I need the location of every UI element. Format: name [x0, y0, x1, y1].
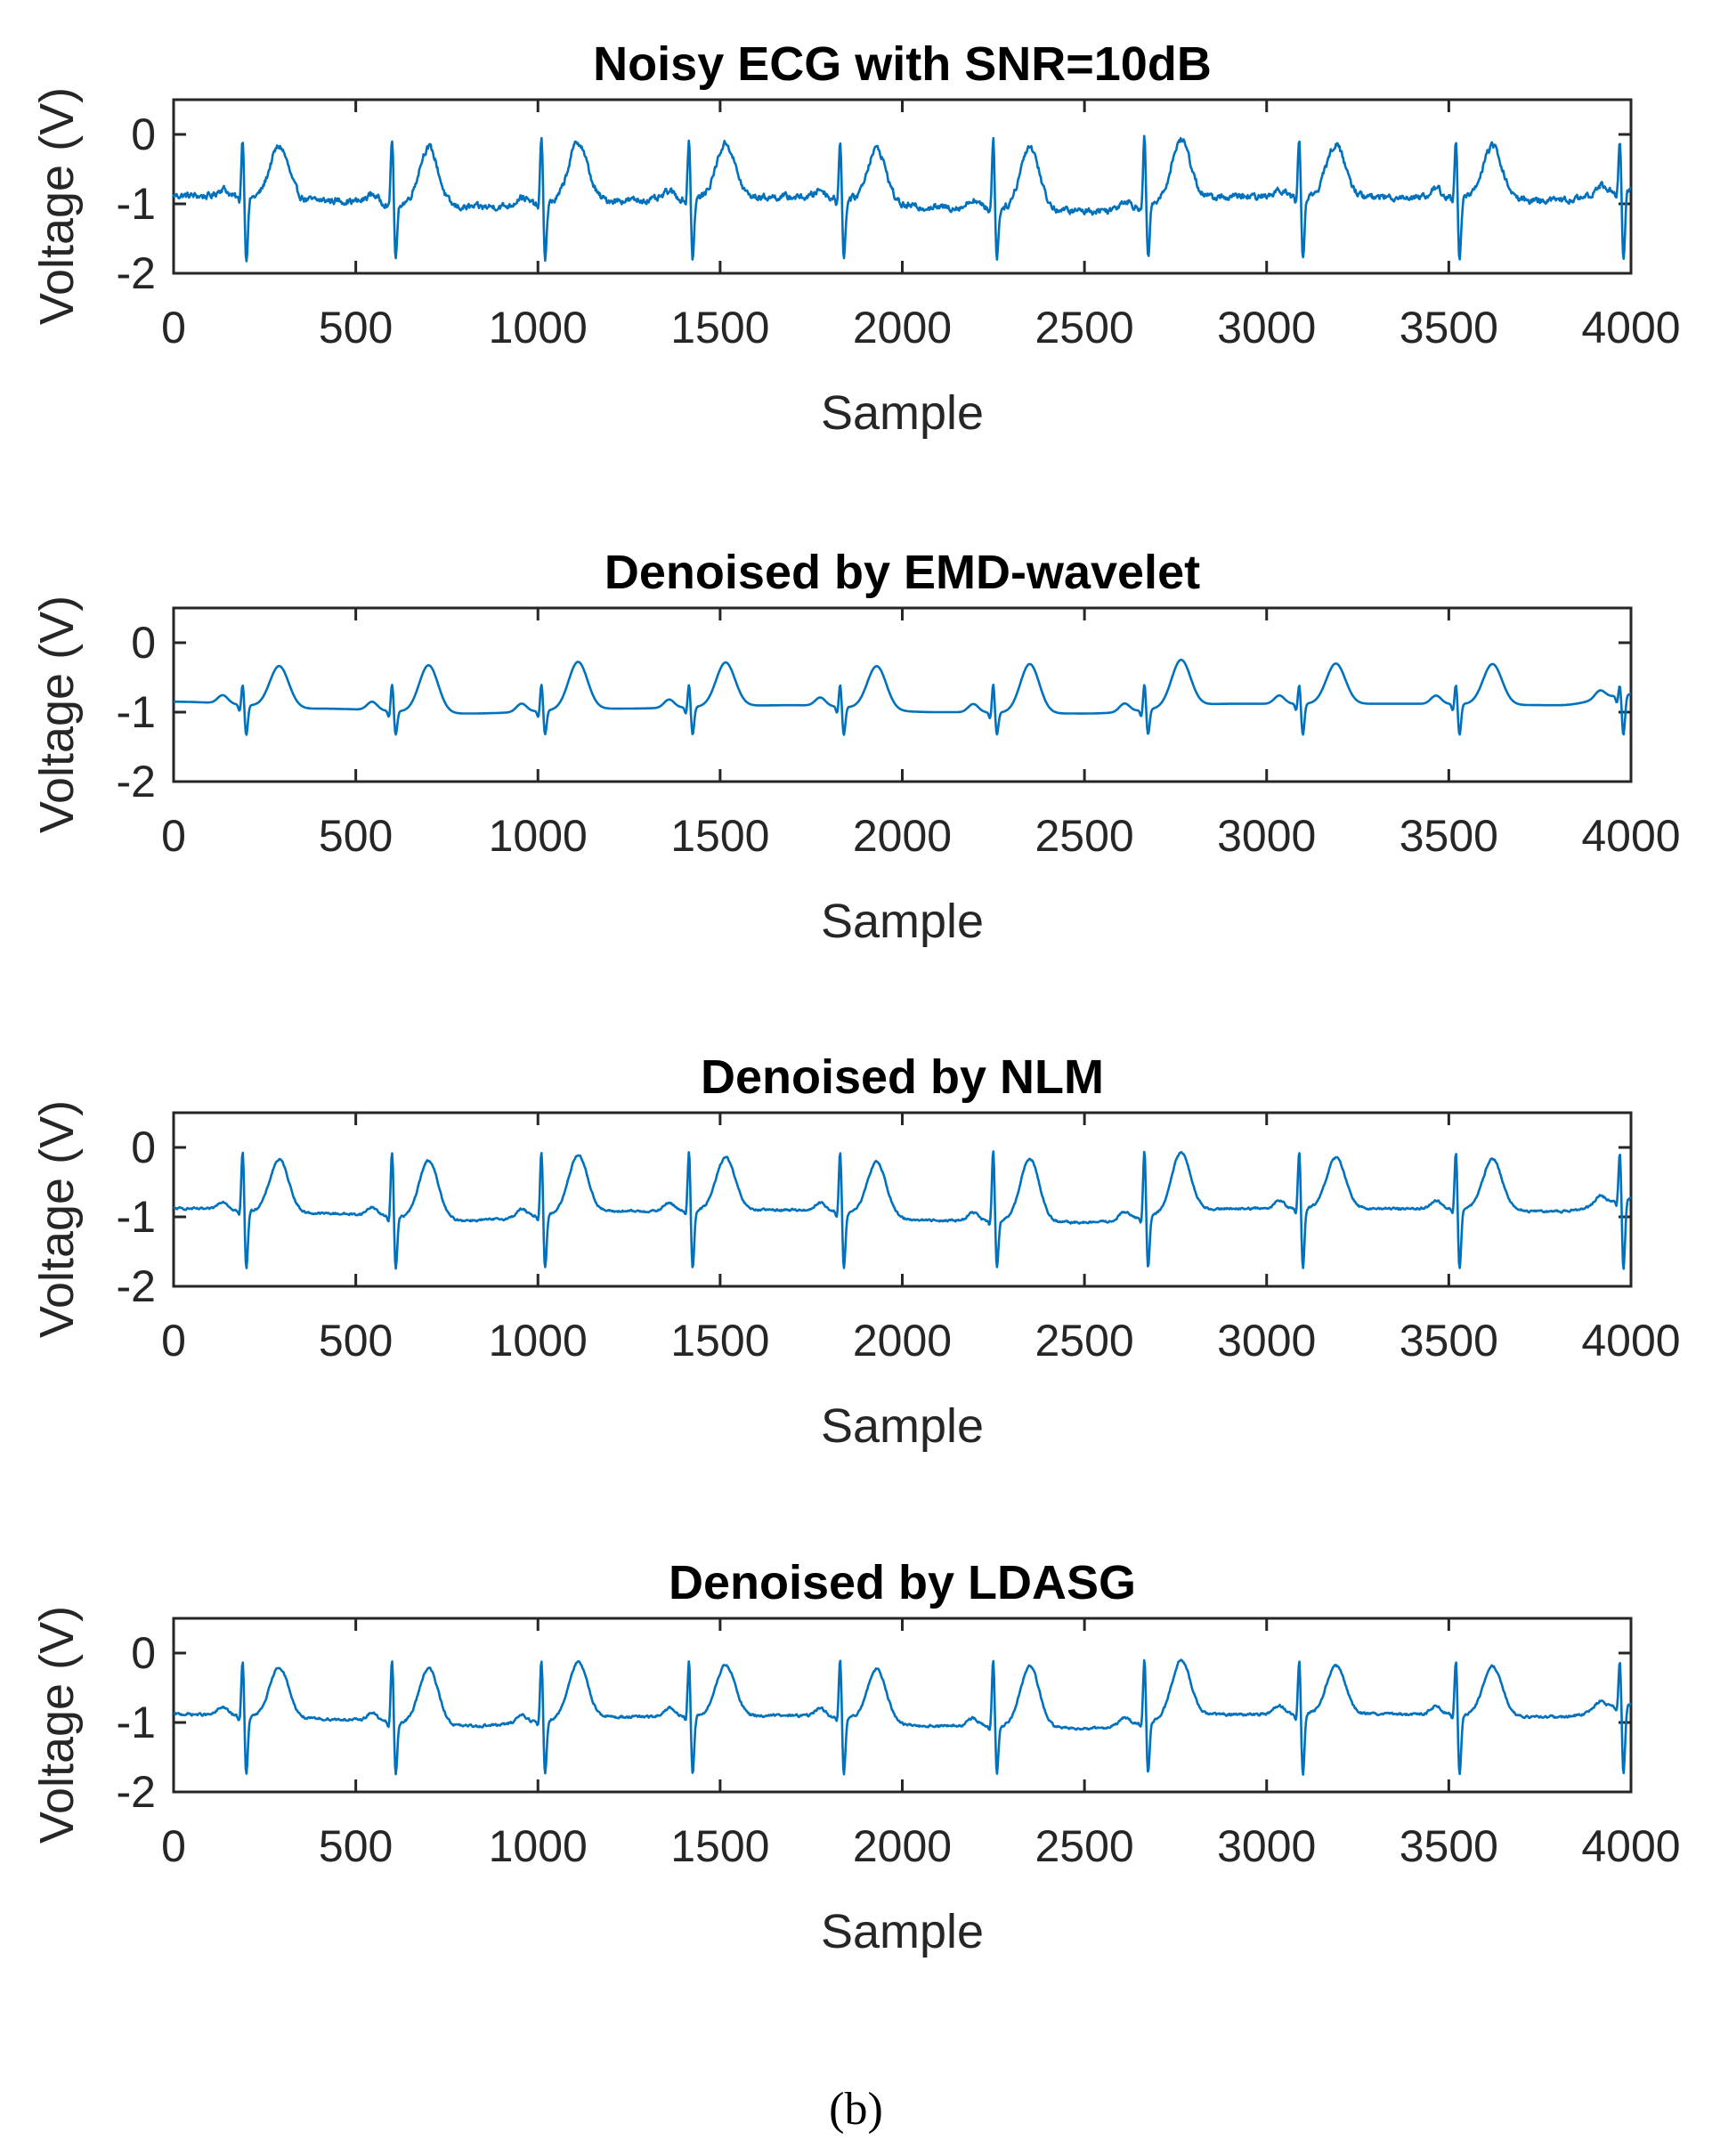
x-tick-label: 500 [319, 1316, 393, 1366]
y-tick-label: 0 [131, 618, 156, 668]
x-tick-label: 2000 [853, 303, 952, 353]
x-axis-label: Sample [821, 1399, 984, 1453]
x-tick-label: 4000 [1581, 1821, 1680, 1871]
x-tick-label: 1500 [670, 811, 769, 861]
axes-box [172, 1617, 1633, 1794]
y-axis-label: Voltage (V) [30, 1100, 84, 1338]
y-tick-label: -1 [117, 179, 156, 229]
x-tick-label: 3000 [1217, 1821, 1316, 1871]
x-tick-label: 1000 [489, 1821, 588, 1871]
chart-panel-2: Denoised by EMD-wavelet 0 500 1000 1500 2000 2… [30, 546, 1681, 948]
axes-box [172, 98, 1633, 275]
x-tick-label: 1000 [489, 811, 588, 861]
y-tick-label: -1 [117, 1698, 156, 1747]
x-axis-label: Sample [821, 895, 984, 948]
y-tick-label: 0 [131, 1123, 156, 1172]
x-tick-label: 4000 [1581, 811, 1680, 861]
x-tick-label: 1500 [670, 1821, 769, 1871]
y-tick-label: -2 [117, 757, 156, 806]
x-tick-label: 3500 [1400, 1316, 1498, 1366]
x-tick-label: 3500 [1400, 303, 1498, 353]
x-tick-label: 0 [161, 303, 186, 353]
x-tick-label: 4000 [1581, 303, 1680, 353]
y-tick-label: -2 [117, 1261, 156, 1311]
x-tick-label: 2500 [1035, 1821, 1134, 1871]
x-tick-label: 1000 [489, 1316, 588, 1366]
x-tick-label: 2000 [853, 811, 952, 861]
series-line-emd-wavelet [173, 659, 1632, 736]
chart-panel-3: Denoised by NLM 0 500 1000 1500 2000 2500 3000 3… [30, 1050, 1681, 1453]
chart-panel-1: Noisy ECG with SNR=10dB 0 500 1000 1500 2000 2… [30, 37, 1681, 440]
x-tick-label: 1500 [670, 303, 769, 353]
chart-title: Denoised by NLM [701, 1050, 1104, 1104]
y-tick-label: -1 [117, 687, 156, 737]
series-line-ldasg [173, 1658, 1632, 1776]
x-tick-label: 1500 [670, 1316, 769, 1366]
chart-title: Denoised by LDASG [669, 1556, 1136, 1609]
x-tick-label: 1000 [489, 303, 588, 353]
series-line-nlm [173, 1150, 1632, 1270]
x-tick-label: 2000 [853, 1316, 952, 1366]
x-tick-label: 2500 [1035, 811, 1134, 861]
x-tick-label: 2500 [1035, 1316, 1134, 1366]
x-tick-label: 3000 [1217, 303, 1316, 353]
x-axis-label: Sample [821, 1905, 984, 1958]
y-axis-label: Voltage (V) [30, 596, 84, 833]
x-tick-label: 0 [161, 1821, 186, 1871]
x-tick-label: 3000 [1217, 811, 1316, 861]
y-tick-label: -2 [117, 1767, 156, 1817]
y-tick-label: 0 [131, 109, 156, 159]
x-tick-label: 4000 [1581, 1316, 1680, 1366]
y-axis-label: Voltage (V) [30, 87, 84, 325]
x-tick-label: 2000 [853, 1821, 952, 1871]
y-tick-label: 0 [131, 1628, 156, 1678]
x-tick-label: 2500 [1035, 303, 1134, 353]
chart-title: Denoised by EMD-wavelet [604, 546, 1200, 599]
x-tick-label: 500 [319, 1821, 393, 1871]
x-tick-label: 500 [319, 811, 393, 861]
x-tick-label: 0 [161, 811, 186, 861]
chart-panel-4: Denoised by LDASG 0 500 1000 1500 2000 2500 300… [30, 1556, 1681, 1958]
axes-box [172, 1111, 1633, 1288]
y-tick-label: -1 [117, 1192, 156, 1242]
y-tick-label: -2 [117, 248, 156, 298]
chart-title: Noisy ECG with SNR=10dB [593, 37, 1212, 91]
series-line-noisy-ecg [172, 134, 1632, 263]
x-axis-label: Sample [821, 386, 984, 440]
x-tick-label: 3500 [1400, 1821, 1498, 1871]
x-tick-label: 3500 [1400, 811, 1498, 861]
x-tick-label: 3000 [1217, 1316, 1316, 1366]
figure-caption: (b) [829, 2084, 883, 2135]
x-tick-label: 0 [161, 1316, 186, 1366]
x-tick-label: 500 [319, 303, 393, 353]
y-axis-label: Voltage (V) [30, 1606, 84, 1844]
